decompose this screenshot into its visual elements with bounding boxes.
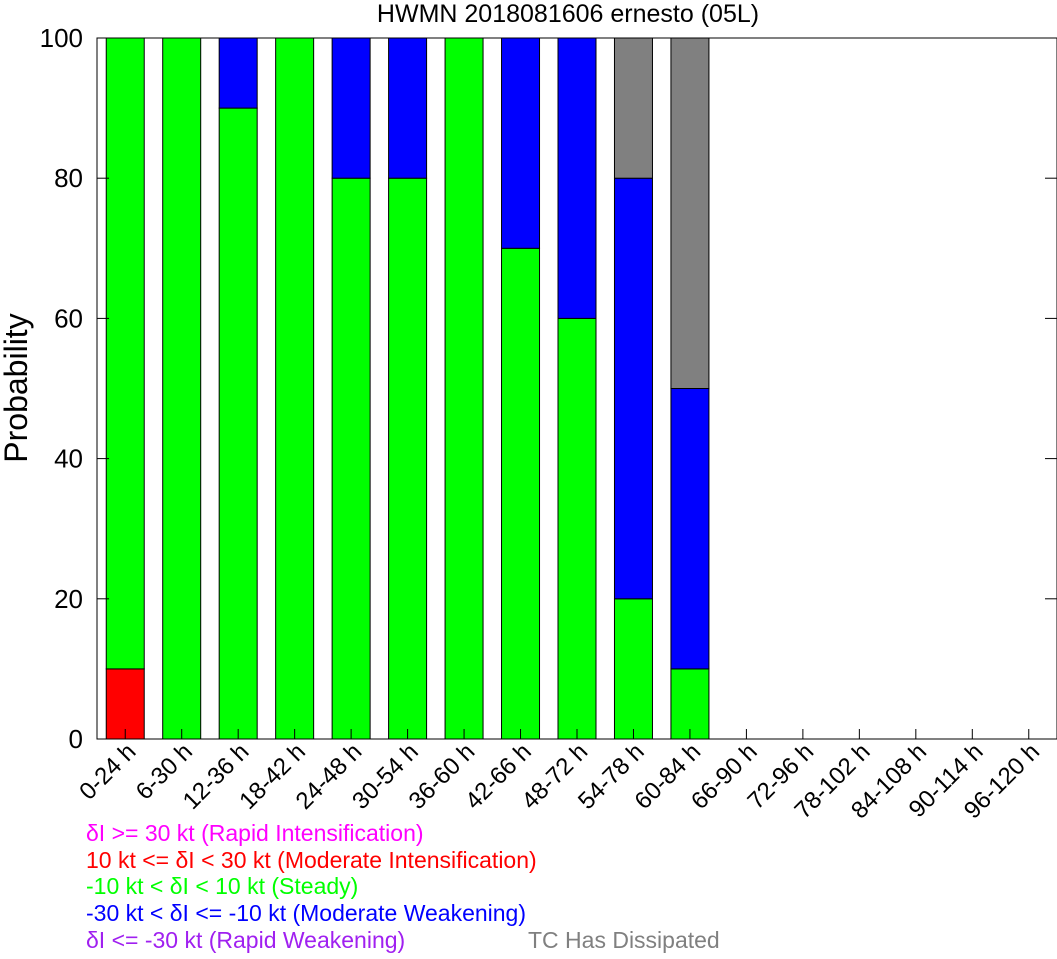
bar-segment xyxy=(557,37,597,319)
x-tick-label: 0-24 h xyxy=(74,738,141,805)
bar-segment xyxy=(331,37,371,179)
bar-segment xyxy=(105,668,145,740)
bar-segment xyxy=(218,107,258,740)
chart-title: HWMN 2018081606 ernesto (05L) xyxy=(377,0,759,28)
bar-segment xyxy=(501,37,541,249)
bar-segment xyxy=(613,37,653,179)
bar-segment xyxy=(388,37,428,179)
bar-segment xyxy=(105,37,145,670)
y-tick-label: 100 xyxy=(40,23,83,53)
bar-segment xyxy=(218,37,258,109)
bar-segment xyxy=(670,668,710,740)
bar-segment xyxy=(613,177,653,600)
legend-entry: -30 kt < δI <= -10 kt (Moderate Weakenin… xyxy=(86,900,526,926)
bar-segment xyxy=(388,177,428,740)
legend-entry: 10 kt <= δI < 30 kt (Moderate Intensific… xyxy=(86,847,537,873)
bar-segment xyxy=(557,317,597,740)
y-tick-label: 0 xyxy=(69,724,83,754)
y-tick-label: 80 xyxy=(54,163,83,193)
legend-entry: TC Has Dissipated xyxy=(528,927,720,953)
bar-segment xyxy=(670,388,710,670)
legend: δI >= 30 kt (Rapid Intensification)10 kt… xyxy=(86,820,720,953)
legend-entry: δI >= 30 kt (Rapid Intensification) xyxy=(86,820,424,846)
bar-segment xyxy=(501,247,541,740)
bars-group xyxy=(105,37,710,740)
legend-entry: -10 kt < δI < 10 kt (Steady) xyxy=(86,873,358,899)
y-tick-label: 20 xyxy=(54,584,83,614)
legend-entry: δI <= -30 kt (Rapid Weakening) xyxy=(86,927,405,953)
bar-segment xyxy=(613,598,653,740)
y-tick-label: 60 xyxy=(54,303,83,333)
bar-segment xyxy=(444,37,484,740)
bar-segment xyxy=(670,37,710,389)
y-axis-label: Probability xyxy=(0,313,34,462)
bar-segment xyxy=(331,177,371,740)
bar-segment xyxy=(275,37,315,740)
y-tick-label: 40 xyxy=(54,444,83,474)
bar-segment xyxy=(162,37,202,740)
